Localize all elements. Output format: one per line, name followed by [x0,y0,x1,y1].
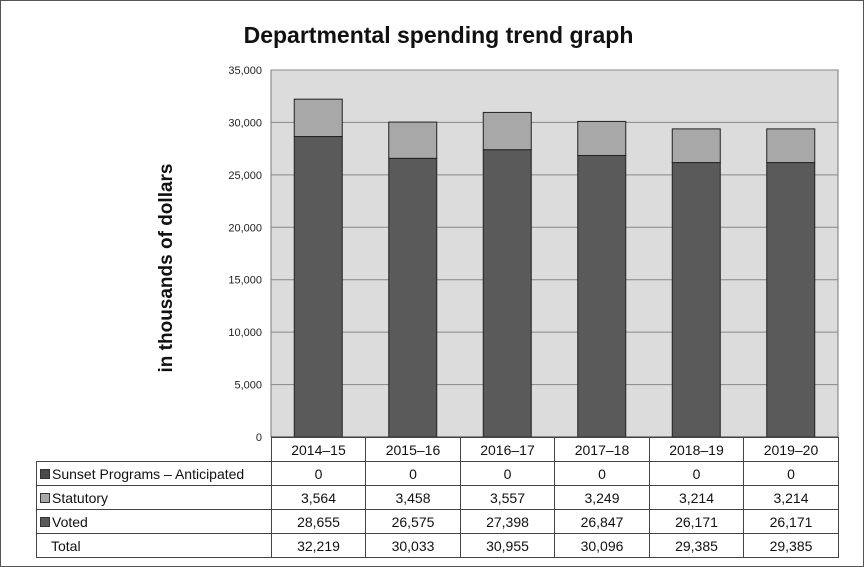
plot-area [270,69,839,438]
y-tick-label: 5,000 [234,380,262,392]
bar-voted [388,157,438,438]
bar-voted [671,162,721,438]
y-tick-label: 20,000 [228,222,262,234]
data-label: 30,955 [460,533,555,558]
category-label: 2018–19 [649,437,744,462]
legend-label-statutory: Statutory [52,489,109,506]
legend-label-sunset: Sunset Programs – Anticipated [52,465,245,482]
data-label: 26,575 [365,509,461,534]
data-label: 30,033 [365,533,461,558]
data-label: 0 [365,461,461,486]
data-label: 0 [460,461,555,486]
legend-entry-sunset: Sunset Programs – Anticipated [36,461,272,486]
bar-voted [293,136,343,438]
data-label: 0 [554,461,650,486]
table-row-voted: Voted 28,655 26,575 27,398 26,847 26,171… [36,509,839,534]
category-label: 2019–20 [743,437,839,462]
legend-entry-statutory: Statutory [36,485,272,510]
category-label: 2016–17 [460,437,555,462]
table-row-statutory: Statutory 3,564 3,458 3,557 3,249 3,214 … [36,485,839,510]
data-label: 26,171 [743,509,839,534]
data-label: 27,398 [460,509,555,534]
bar-statutory [766,128,816,164]
bar-statutory [293,98,343,138]
data-label: 3,458 [365,485,461,510]
y-axis-ticks: 05,00010,00015,00020,00025,00030,00035,0… [228,65,262,444]
table-row-total: Total 32,219 30,033 30,955 30,096 29,385… [36,533,839,558]
data-label: 3,214 [649,485,744,510]
y-tick-label: 10,000 [228,327,262,339]
bar-statutory [577,120,627,156]
bar-voted [766,162,816,438]
category-label: 2017–18 [554,437,650,462]
total-label: Total [36,533,272,558]
data-label: 29,385 [649,533,744,558]
table-row-sunset: Sunset Programs – Anticipated 0 0 0 0 0 … [36,461,839,486]
data-label: 3,249 [554,485,650,510]
bars [293,98,816,438]
bar-statutory [388,121,438,159]
bar-statutory [482,111,532,151]
y-tick-label: 25,000 [228,170,262,182]
data-label: 3,557 [460,485,555,510]
category-label: 2014–15 [271,437,366,462]
data-label: 0 [271,461,366,486]
y-tick-label: 35,000 [228,65,262,77]
category-label: 2015–16 [365,437,461,462]
table-corner-cell [36,437,272,462]
data-label: 0 [649,461,744,486]
data-label: 0 [743,461,839,486]
legend-swatch-statutory [40,492,50,503]
data-label: 28,655 [271,509,366,534]
data-label: 30,096 [554,533,650,558]
data-label: 3,214 [743,485,839,510]
data-label: 26,171 [649,509,744,534]
bar-voted [577,154,627,438]
data-label: 29,385 [743,533,839,558]
legend-label-voted: Voted [52,513,88,530]
gridlines [271,69,838,386]
legend-swatch-voted [40,516,50,527]
legend-swatch-sunset [40,468,50,479]
data-table: 2014–15 2015–16 2016–17 2017–18 2018–19 … [36,437,839,558]
data-label: 32,219 [271,533,366,558]
bar-voted [482,149,532,438]
chart-title: Departmental spending trend graph [243,22,634,48]
total-label-text: Total [51,537,81,554]
y-tick-label: 15,000 [228,275,262,287]
table-header-row: 2014–15 2015–16 2016–17 2017–18 2018–19 … [36,437,839,462]
legend-entry-voted: Voted [36,509,272,534]
data-label: 3,564 [271,485,366,510]
data-label: 26,847 [554,509,650,534]
y-tick-label: 30,000 [228,117,262,129]
bar-statutory [671,128,721,164]
